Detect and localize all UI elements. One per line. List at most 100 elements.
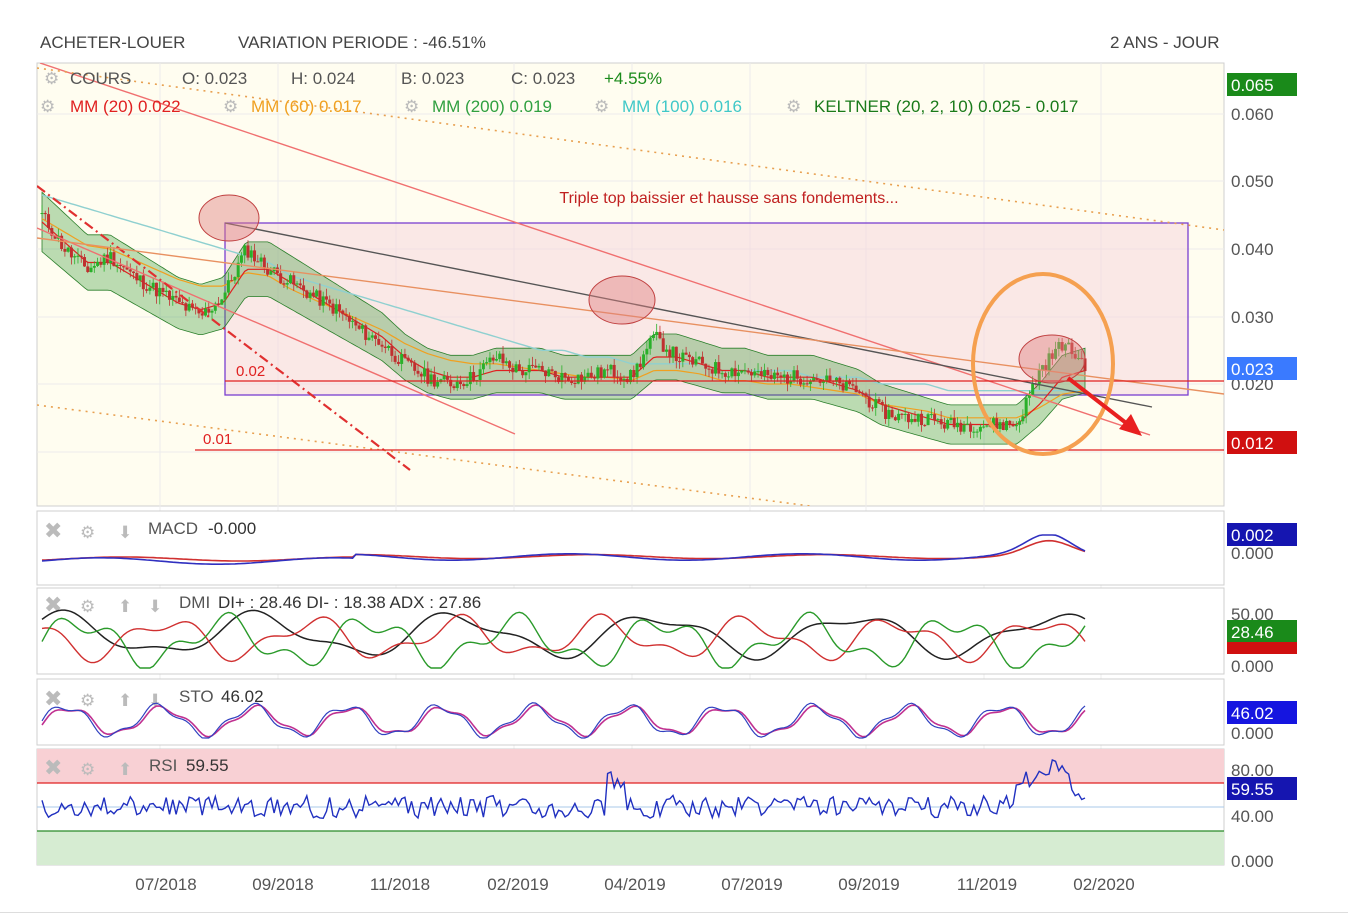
sto-panel <box>36 678 1225 746</box>
candle <box>890 409 894 418</box>
x-axis: 07/2018 09/2018 11/2018 02/2019 04/2019 … <box>135 875 1134 894</box>
candle <box>802 383 806 385</box>
candle <box>815 378 819 380</box>
candle <box>230 280 234 282</box>
candle <box>436 382 440 387</box>
arrow-down-icon[interactable]: ⬇ <box>148 597 162 616</box>
gear-icon[interactable]: ⚙ <box>80 691 95 710</box>
candle <box>560 372 564 383</box>
gear-icon[interactable]: ⚙ <box>404 97 419 116</box>
candle <box>141 275 145 290</box>
candle <box>308 292 312 298</box>
candle <box>406 357 410 361</box>
candle <box>596 367 600 379</box>
cours-label: COURS <box>70 69 131 88</box>
candle <box>524 372 528 376</box>
candle <box>848 380 852 385</box>
candle <box>733 368 737 377</box>
candle <box>1070 342 1074 355</box>
x-tick: 07/2018 <box>135 875 196 894</box>
arrow-down-icon[interactable]: ⬇ <box>118 523 132 542</box>
candle <box>400 354 404 364</box>
gear-icon[interactable]: ⚙ <box>223 97 238 116</box>
candle <box>315 290 319 297</box>
candle <box>609 364 613 370</box>
candle <box>243 245 247 256</box>
candle <box>298 283 302 286</box>
arrow-up-icon[interactable]: ⬆ <box>118 597 132 616</box>
arrow-up-icon[interactable]: ⬆ <box>118 691 132 710</box>
candle <box>122 265 126 268</box>
highlight-ellipse[interactable] <box>971 272 1115 456</box>
top1-circle[interactable] <box>198 194 260 242</box>
period-label[interactable]: 2 ANS - JOUR <box>1110 33 1220 52</box>
candle <box>360 325 364 329</box>
candle <box>903 413 907 415</box>
candle <box>168 290 172 300</box>
gear-icon[interactable]: ⚙ <box>80 523 95 542</box>
candle <box>681 352 685 362</box>
candle <box>615 376 619 378</box>
candle <box>383 346 387 348</box>
arrow-head <box>1119 414 1142 436</box>
rsi-line <box>41 759 1086 820</box>
top2-circle[interactable] <box>588 275 656 325</box>
x-tick: 11/2019 <box>957 875 1017 894</box>
close-icon[interactable]: ✖ <box>44 755 62 780</box>
close-icon[interactable]: ✖ <box>44 686 62 711</box>
gear-icon[interactable]: ⚙ <box>40 97 55 116</box>
candle <box>1021 416 1025 422</box>
candle <box>645 348 649 355</box>
candle <box>1001 422 1005 431</box>
candle <box>472 372 476 382</box>
candle <box>1005 420 1009 431</box>
candle <box>553 370 557 378</box>
trendline-red-channel-low[interactable] <box>37 227 516 435</box>
sto-value: 46.02 <box>221 687 264 706</box>
gear-icon[interactable]: ⚙ <box>80 760 95 779</box>
candle <box>239 255 243 263</box>
trendline-dashdot[interactable] <box>37 185 411 471</box>
dmi-value: DI+ : 28.46 DI- : 18.38 ADX : 27.86 <box>218 593 481 612</box>
candle <box>651 334 655 338</box>
candle <box>148 287 152 291</box>
sto-badge <box>1227 701 1297 724</box>
gear-icon[interactable]: ⚙ <box>80 597 95 616</box>
arrow-up-icon[interactable]: ⬆ <box>118 760 132 779</box>
top3-circle[interactable] <box>1018 334 1086 384</box>
candle <box>655 331 659 335</box>
candle <box>86 266 90 272</box>
macd-badge-text: 0.002 <box>1231 526 1274 545</box>
trendline-red-long[interactable] <box>39 63 1151 436</box>
candle <box>959 422 963 432</box>
candle <box>674 346 678 362</box>
main-legend: ⚙ COURS O: 0.023 H: 0.024 B: 0.023 C: 0.… <box>40 69 1078 116</box>
candle <box>550 369 554 371</box>
gear-icon[interactable]: ⚙ <box>594 97 609 116</box>
candle <box>494 359 498 361</box>
candle <box>351 320 355 322</box>
trendline-orange[interactable] <box>37 237 1224 395</box>
gear-icon[interactable]: ⚙ <box>44 69 59 88</box>
open-value: O: 0.023 <box>182 69 247 88</box>
price-tick: 0.030 <box>1231 308 1274 327</box>
candle <box>504 361 508 364</box>
gear-icon[interactable]: ⚙ <box>786 97 801 116</box>
candle <box>462 384 466 387</box>
arrow-shaft[interactable] <box>1066 376 1132 428</box>
candle <box>972 431 976 433</box>
candle <box>753 371 757 376</box>
candle <box>998 422 1002 429</box>
candle <box>200 313 204 316</box>
candle <box>805 383 809 385</box>
candle <box>292 275 296 285</box>
candle <box>995 418 999 429</box>
macd-panel <box>36 510 1225 586</box>
comment-text[interactable]: Triple top baissier et hausse sans fonde… <box>559 190 898 207</box>
candle <box>253 250 257 262</box>
mode-label[interactable]: ACHETER-LOUER <box>40 33 186 52</box>
macd-tick: 0.000 <box>1231 544 1274 563</box>
trendline-grey[interactable] <box>224 222 1153 408</box>
close-icon[interactable]: ✖ <box>44 518 62 543</box>
candle <box>164 290 168 292</box>
